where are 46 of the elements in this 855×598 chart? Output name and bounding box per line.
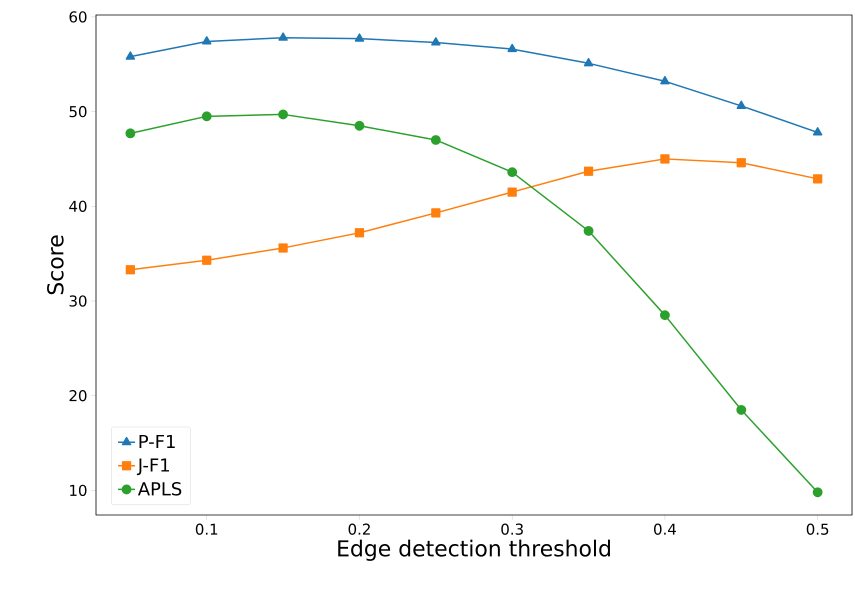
point [736,404,746,415]
point [430,135,441,145]
point [431,208,440,218]
y-tick-label: 40 [69,200,86,212]
y-tick-label: 10 [70,484,86,496]
x-axis-title: Edge detection threshold [338,540,610,561]
point [507,167,518,178]
point [431,37,441,46]
legend-label: P-F1 [140,434,175,448]
y-tick-label: 30 [70,295,86,307]
point [812,127,822,136]
point [278,109,288,120]
point [202,36,212,45]
point [736,100,746,109]
point [354,33,364,42]
point [813,174,822,184]
point [125,128,136,138]
point [584,226,594,236]
point [278,32,288,41]
point [660,76,670,84]
point [507,44,517,52]
point [660,154,670,164]
point [354,120,364,131]
y-tick-label: 20 [70,390,86,402]
point [126,51,136,60]
point [736,158,746,168]
point [354,228,364,238]
x-tick-label: 0.2 [348,524,370,535]
y-tick-label: 60 [70,11,86,23]
y-tick-label: 50 [70,106,86,118]
point [508,187,517,197]
y-axis-title: Score [47,235,64,294]
point [812,487,823,498]
point [202,256,212,265]
point [126,265,135,274]
x-tick-label: 0.1 [196,524,218,535]
x-tick-label: 0.5 [806,524,828,535]
legend-label: J-F1 [136,458,169,476]
point [660,310,670,320]
point [584,166,594,176]
point [278,243,288,253]
legend-label: APLS [138,482,182,496]
point [584,58,594,66]
point [202,111,212,122]
x-tick-label: 0.4 [654,524,676,535]
x-tick-label: 0.3 [501,524,523,535]
